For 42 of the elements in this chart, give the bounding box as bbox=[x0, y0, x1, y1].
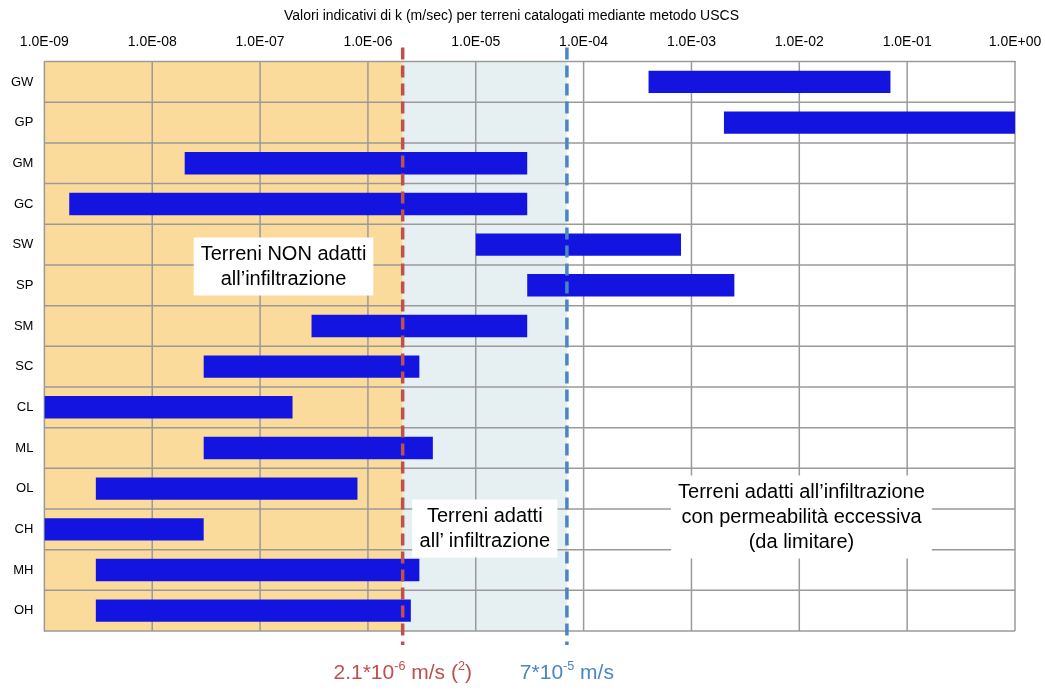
y-tick-label: GM bbox=[12, 154, 34, 170]
bar bbox=[311, 314, 528, 338]
band-label: Terreni adatti all’ infiltrazione bbox=[419, 503, 551, 551]
x-tick-label: 1.0E+00 bbox=[988, 33, 1042, 50]
bar bbox=[203, 436, 433, 460]
bar bbox=[648, 70, 891, 94]
bar bbox=[184, 152, 528, 175]
x-tick-label: 1.0E-04 bbox=[559, 33, 609, 50]
x-tick-label: 1.0E-08 bbox=[127, 33, 177, 50]
y-tick-label: ML bbox=[15, 439, 34, 455]
x-tick-label: 1.0E-05 bbox=[451, 33, 501, 50]
y-tick-label: SC bbox=[15, 358, 34, 374]
bar bbox=[527, 274, 735, 297]
y-tick-label: SM bbox=[13, 317, 34, 333]
y-tick-label: SW bbox=[12, 236, 35, 252]
y-tick-label: CH bbox=[14, 520, 34, 536]
y-tick-label: MH bbox=[13, 561, 34, 577]
y-tick-label: GC bbox=[13, 195, 34, 211]
chart-title: Valori indicativi di k (m/sec) per terreni catalogati mediante metodo USCS bbox=[284, 7, 739, 24]
x-tick-label: 1.0E-02 bbox=[774, 33, 825, 50]
bar bbox=[44, 396, 293, 419]
x-tick-label: 1.0E-03 bbox=[666, 33, 717, 50]
bar bbox=[95, 599, 411, 622]
x-tick-label: 1.0E-06 bbox=[343, 33, 393, 50]
x-tick-label: 1.0E-09 bbox=[19, 33, 70, 50]
bar bbox=[723, 111, 1015, 134]
bar bbox=[203, 355, 420, 378]
bar bbox=[475, 233, 682, 256]
band-label: Terreni NON adatti all’infiltrazione bbox=[200, 241, 367, 289]
y-tick-label: GP bbox=[14, 114, 34, 130]
y-tick-label: CL bbox=[16, 398, 34, 414]
y-tick-label: OL bbox=[16, 480, 34, 496]
x-tick-label: 1.0E-01 bbox=[882, 33, 932, 50]
bar bbox=[69, 192, 528, 216]
bar bbox=[44, 518, 204, 541]
bar bbox=[95, 558, 420, 582]
y-tick-label: GW bbox=[10, 73, 35, 89]
x-tick-label: 1.0E-07 bbox=[235, 33, 285, 50]
y-tick-label: SP bbox=[16, 276, 34, 292]
bar bbox=[95, 477, 358, 500]
y-tick-label: OH bbox=[13, 602, 34, 618]
annotation: Terreni adatti all’infiltrazione con permeabilità eccessiva (da limitare) bbox=[678, 479, 925, 552]
